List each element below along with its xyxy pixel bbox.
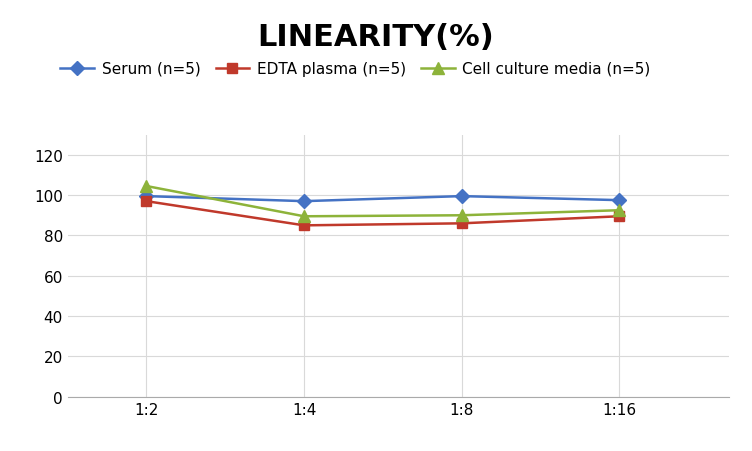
Line: Cell culture media (n=5): Cell culture media (n=5) xyxy=(141,181,625,222)
Serum (n=5) xyxy=(142,194,151,199)
Cell culture media (n=5) xyxy=(457,213,466,218)
Serum (n=5) xyxy=(457,194,466,199)
Line: EDTA plasma (n=5): EDTA plasma (n=5) xyxy=(141,197,624,231)
Text: LINEARITY(%): LINEARITY(%) xyxy=(258,23,494,51)
EDTA plasma (n=5) xyxy=(614,214,623,220)
EDTA plasma (n=5) xyxy=(142,199,151,204)
EDTA plasma (n=5) xyxy=(457,221,466,226)
Serum (n=5) xyxy=(299,199,308,204)
Cell culture media (n=5) xyxy=(142,184,151,189)
Cell culture media (n=5) xyxy=(614,208,623,213)
Legend: Serum (n=5), EDTA plasma (n=5), Cell culture media (n=5): Serum (n=5), EDTA plasma (n=5), Cell cul… xyxy=(60,62,650,77)
Cell culture media (n=5) xyxy=(299,214,308,220)
EDTA plasma (n=5) xyxy=(299,223,308,229)
Line: Serum (n=5): Serum (n=5) xyxy=(141,192,624,207)
Serum (n=5) xyxy=(614,198,623,203)
